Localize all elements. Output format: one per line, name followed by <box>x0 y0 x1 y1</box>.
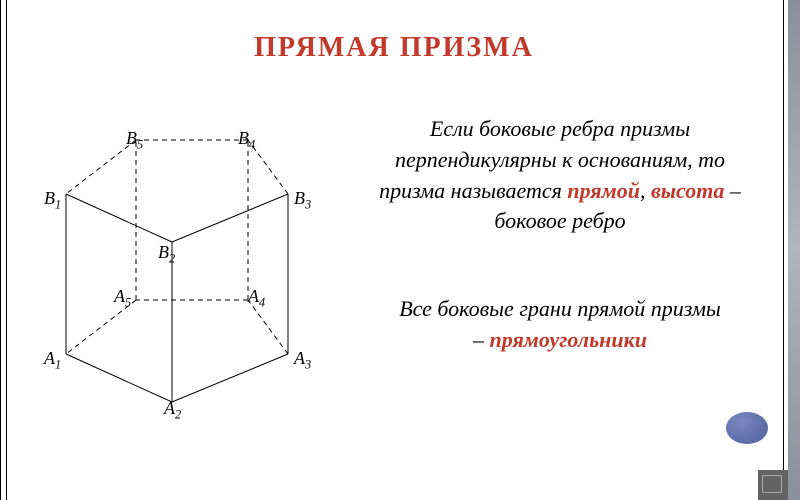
dash: – <box>473 327 490 352</box>
prism-diagram: B1 B2 B3 B4 B5 A1 A2 A3 A4 A5 <box>28 110 348 435</box>
property-paragraph: Все боковые грани прямой призмы – прямоу… <box>360 294 760 356</box>
vertex-label: B3 <box>294 188 311 213</box>
vertex-label: A5 <box>114 286 131 311</box>
vertex-label: A1 <box>44 348 61 373</box>
vertex-label: A3 <box>294 348 311 373</box>
highlight-vysota: высота <box>651 178 724 203</box>
text: Все боковые грани прямой призмы <box>399 296 721 321</box>
vertex-label: A2 <box>164 398 181 423</box>
definition-paragraph: Если боковые ребра призмы перпендикулярн… <box>360 114 760 237</box>
vertex-label: B4 <box>238 128 255 153</box>
expand-icon[interactable] <box>762 475 782 493</box>
right-sidebar <box>788 0 800 500</box>
slide-title: ПРЯМАЯ ПРИЗМА <box>0 32 788 64</box>
highlight-pryamoy: прямой <box>567 178 640 203</box>
vertex-label: A4 <box>248 286 265 311</box>
highlight-rectangles: прямоугольники <box>490 327 647 352</box>
nav-blob[interactable] <box>726 412 768 444</box>
text: , <box>640 178 651 203</box>
vertex-label: B2 <box>158 242 175 267</box>
vertex-label: B1 <box>44 188 61 213</box>
vertex-label: B5 <box>126 128 143 153</box>
